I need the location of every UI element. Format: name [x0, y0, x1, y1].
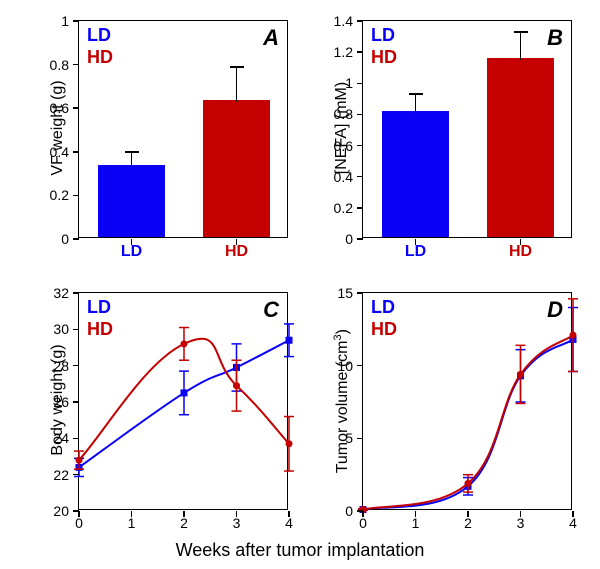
ytick — [357, 438, 363, 440]
ylabel-c: Body weight (g) — [49, 320, 67, 480]
xtick-label: HD — [509, 243, 532, 261]
legend-ld-d: LD — [371, 297, 395, 318]
legend-ld-c: LD — [87, 297, 111, 318]
ytick — [357, 176, 363, 178]
ylabel-d: Tumor volume (cm3) — [332, 321, 352, 481]
shared-x-title: Weeks after tumor implantation — [0, 540, 600, 561]
error-cap — [230, 66, 244, 68]
ytick — [73, 20, 79, 22]
figure: A LD HD 00.20.40.60.81LDHD VF weight (g)… — [0, 0, 600, 569]
ylabel-b: [NEFA] (mM) — [333, 48, 351, 208]
ytick — [73, 474, 79, 476]
xtick-label: HD — [225, 243, 248, 261]
xtick-label: LD — [121, 243, 142, 261]
legend-hd-b: HD — [371, 47, 397, 68]
xtick-label: 1 — [128, 515, 136, 531]
error-bar — [520, 32, 522, 60]
legend-hd-d: HD — [371, 319, 397, 340]
ylabel-a: VF weight (g) — [49, 48, 67, 208]
ytick — [73, 107, 79, 109]
ytick-label: 1.4 — [313, 13, 353, 29]
ytick — [73, 64, 79, 66]
error-cap — [514, 31, 528, 33]
panel-letter-d: D — [547, 297, 563, 323]
xtick-label: 4 — [569, 515, 577, 531]
xtick-label: 0 — [75, 515, 83, 531]
xtick-label: 3 — [517, 515, 525, 531]
xtick-label: 1 — [412, 515, 420, 531]
ytick — [357, 365, 363, 367]
legend-hd-c: HD — [87, 319, 113, 340]
ytick — [73, 401, 79, 403]
legend-ld-a: LD — [87, 25, 111, 46]
xtick-label: 3 — [233, 515, 241, 531]
ytick — [357, 51, 363, 53]
xtick-label: 0 — [359, 515, 367, 531]
panel-letter-c: C — [263, 297, 279, 323]
ytick-label: 1 — [29, 13, 69, 29]
ytick-label: 32 — [29, 285, 69, 301]
ytick — [357, 145, 363, 147]
ytick — [73, 195, 79, 197]
ytick — [73, 365, 79, 367]
ytick — [73, 151, 79, 153]
ytick-label: 15 — [313, 285, 353, 301]
legend-hd-a: HD — [87, 47, 113, 68]
ytick-label: 0 — [313, 503, 353, 519]
ytick-label: 0 — [313, 231, 353, 247]
error-bar — [131, 152, 133, 167]
panel-b: B LD HD 00.20.40.60.811.21.4LDHD — [362, 20, 572, 238]
bar-hd — [487, 58, 554, 237]
panel-a: A LD HD 00.20.40.60.81LDHD — [78, 20, 288, 238]
bar-ld — [382, 111, 449, 237]
panel-letter-b: B — [547, 25, 563, 51]
ytick — [73, 438, 79, 440]
error-bar — [236, 67, 238, 102]
ytick-label: 0 — [29, 231, 69, 247]
ytick — [73, 238, 79, 240]
panel-d: D LD HD 05101501234 — [362, 292, 572, 510]
ytick — [357, 20, 363, 22]
bar-ld — [98, 165, 165, 237]
ytick-label: 20 — [29, 503, 69, 519]
ytick — [357, 83, 363, 85]
xtick-label: 2 — [180, 515, 188, 531]
error-cap — [409, 93, 423, 95]
legend-ld-b: LD — [371, 25, 395, 46]
bar-hd — [203, 100, 270, 237]
xtick-label: LD — [405, 243, 426, 261]
ytick — [357, 238, 363, 240]
panel-c: C LD HD 2022242628303201234 — [78, 292, 288, 510]
xtick-label: 2 — [464, 515, 472, 531]
ytick — [73, 292, 79, 294]
error-bar — [415, 94, 417, 113]
error-cap — [125, 151, 139, 153]
ytick — [357, 114, 363, 116]
panel-letter-a: A — [263, 25, 279, 51]
ytick — [357, 207, 363, 209]
ytick — [357, 292, 363, 294]
xtick-label: 4 — [285, 515, 293, 531]
ytick — [73, 329, 79, 331]
